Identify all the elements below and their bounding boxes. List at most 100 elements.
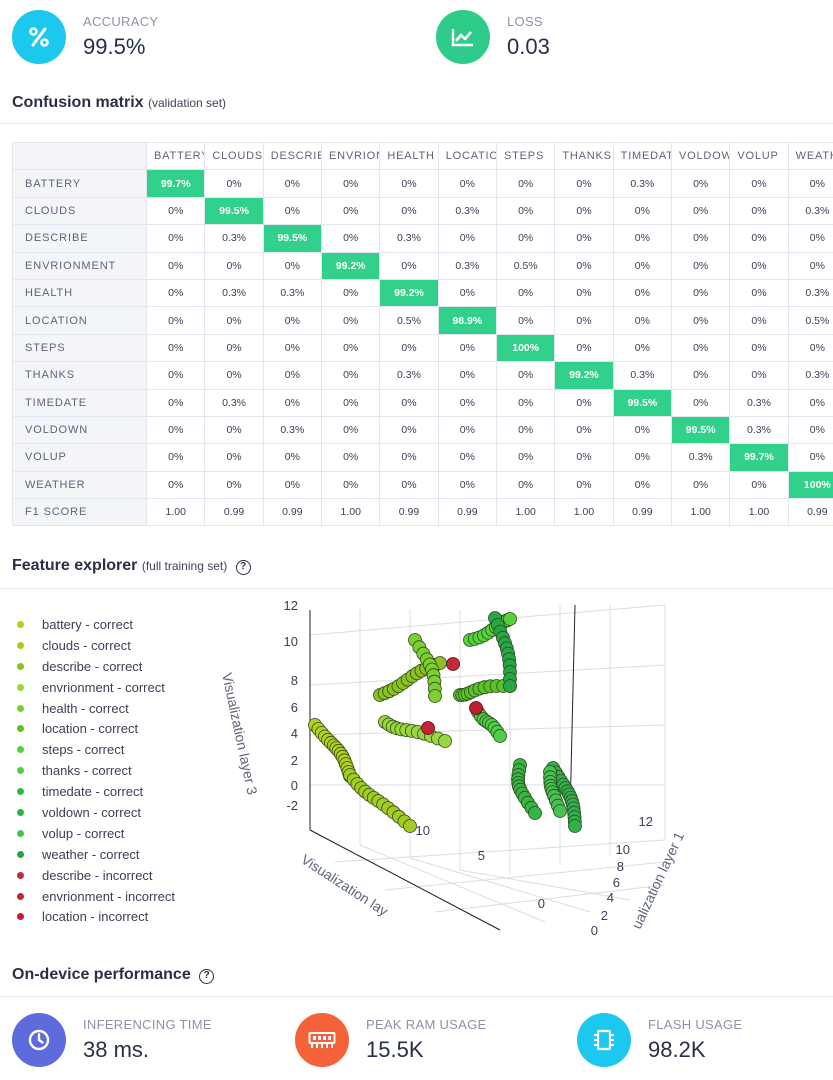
legend-item[interactable]: thanks - correct — [17, 760, 175, 781]
matrix-cell: 0% — [554, 470, 614, 500]
table-row: DESCRIBE 0% 0.3% 99.5% 0% 0.3% 0% 0% 0% 0% 0% 0% 0% — [12, 224, 833, 253]
matrix-cell: 0% — [670, 361, 731, 390]
f1-cell: 0.99 — [612, 498, 673, 527]
legend-label: health - correct — [42, 700, 129, 716]
matrix-cell: 0% — [146, 388, 206, 417]
grid-line — [434, 884, 666, 913]
scatter-point — [528, 806, 542, 820]
legend-label: weather - correct — [42, 846, 140, 862]
column-header: ENVRIONMENT — [321, 142, 381, 171]
legend-dot-icon — [17, 788, 24, 796]
matrix-cell: 0% — [496, 169, 556, 198]
matrix-cell: 0% — [379, 251, 439, 280]
legend-dot-icon — [17, 892, 24, 900]
legend-item[interactable]: timedate - correct — [17, 781, 175, 802]
legend-item[interactable]: location - incorrect — [17, 906, 175, 927]
legend-label: timedate - correct — [42, 784, 144, 800]
help-icon[interactable]: ? — [199, 969, 215, 984]
matrix-cell: 0% — [612, 470, 673, 500]
matrix-cell: 0% — [612, 196, 673, 226]
legend-item[interactable]: clouds - correct — [17, 635, 175, 656]
matrix-cell: 0% — [379, 333, 439, 363]
matrix-cell: 0% — [554, 224, 614, 253]
matrix-cell: 0% — [146, 278, 206, 308]
matrix-cell: 0% — [612, 278, 673, 308]
row-header: STEPS — [12, 333, 148, 363]
y-tick-label: 5 — [478, 848, 485, 863]
matrix-cell: 0% — [204, 443, 264, 472]
matrix-cell: 0% — [729, 224, 789, 253]
table-corner — [12, 142, 148, 171]
matrix-cell: 0% — [670, 306, 731, 335]
feature-explorer-subtitle: (full training set) — [141, 559, 228, 573]
legend-item[interactable]: envrionment - incorrect — [17, 886, 175, 907]
help-icon[interactable]: ? — [235, 560, 251, 575]
matrix-cell: 0% — [262, 251, 323, 280]
matrix-cell: 0.3% — [437, 196, 498, 226]
legend-label: volup - correct — [42, 825, 125, 841]
legend-label: describe - incorrect — [42, 867, 153, 883]
matrix-cell: 0% — [787, 251, 833, 280]
y-tick-label: 0 — [538, 896, 545, 911]
legend-item[interactable]: volup - correct — [17, 823, 175, 844]
matrix-cell: 0% — [787, 224, 833, 253]
clock-icon — [12, 1013, 66, 1067]
matrix-cell: 0% — [321, 470, 381, 500]
matrix-cell-correct: 99.5% — [670, 415, 731, 445]
matrix-cell: 0% — [146, 443, 206, 472]
matrix-cell: 0.3% — [437, 251, 498, 280]
matrix-cell: 0% — [729, 470, 789, 500]
legend-item[interactable]: location - correct — [17, 718, 175, 739]
row-header: LOCATION — [12, 306, 148, 335]
matrix-cell: 0% — [670, 470, 731, 500]
legend-dot-icon — [17, 662, 24, 670]
matrix-cell-correct: 99.5% — [262, 224, 323, 253]
matrix-cell: 0% — [321, 306, 381, 335]
matrix-cell: 0.5% — [379, 306, 439, 335]
divider — [0, 588, 833, 589]
peak-ram-label: PEAK RAM USAGE — [366, 1017, 487, 1032]
z-tick-label: 10 — [284, 634, 298, 649]
matrix-cell: 0% — [321, 361, 381, 390]
legend-dot-icon — [17, 704, 24, 712]
flash-usage-metric: FLASH USAGE 98.2K — [577, 1013, 742, 1067]
matrix-cell: 0% — [670, 278, 731, 308]
inferencing-time-metric: INFERENCING TIME 38 ms. — [12, 1013, 212, 1067]
matrix-cell: 0% — [554, 333, 614, 363]
legend-item[interactable]: weather - correct — [17, 844, 175, 865]
matrix-cell: 0% — [321, 224, 381, 253]
matrix-cell: 0% — [496, 224, 556, 253]
matrix-cell: 0.3% — [612, 169, 673, 198]
matrix-cell: 0% — [204, 306, 264, 335]
peak-ram-metric: PEAK RAM USAGE 15.5K — [295, 1013, 487, 1067]
chip-icon — [577, 1013, 631, 1067]
loss-value: 0.03 — [507, 34, 550, 59]
matrix-cell: 0% — [204, 333, 264, 363]
matrix-cell: 0% — [554, 306, 614, 335]
matrix-cell: 0% — [554, 415, 614, 445]
f1-cell: 0.99 — [379, 498, 439, 527]
matrix-cell: 0% — [204, 361, 264, 390]
f1-cell: 1.00 — [321, 498, 381, 527]
matrix-cell: 0% — [554, 169, 614, 198]
legend-item[interactable]: steps - correct — [17, 739, 175, 760]
legend-item[interactable]: describe - correct — [17, 656, 175, 677]
legend-item[interactable]: voldown - correct — [17, 802, 175, 823]
legend-item[interactable]: envrionment - correct — [17, 677, 175, 698]
matrix-cell: 0% — [437, 361, 498, 390]
row-header: BATTERY — [12, 169, 148, 198]
legend-item[interactable]: health - correct — [17, 698, 175, 719]
f1-cell: 0.99 — [787, 498, 833, 527]
legend-item[interactable]: battery - correct — [17, 614, 175, 635]
matrix-cell: 0% — [554, 278, 614, 308]
z-tick-label: 6 — [291, 700, 298, 715]
legend-item[interactable]: describe - incorrect — [17, 865, 175, 886]
f1-cell: 1.00 — [729, 498, 789, 527]
x-tick-label: 4 — [607, 890, 614, 905]
confusion-matrix-container[interactable]: BATTERYCLOUDSDESCRIBEENVRIONMENTHEALTHLO… — [12, 142, 833, 527]
matrix-cell: 0% — [379, 415, 439, 445]
matrix-cell-correct: 99.7% — [146, 169, 206, 198]
column-header: HEALTH — [379, 142, 439, 171]
scatter-point — [469, 701, 483, 715]
